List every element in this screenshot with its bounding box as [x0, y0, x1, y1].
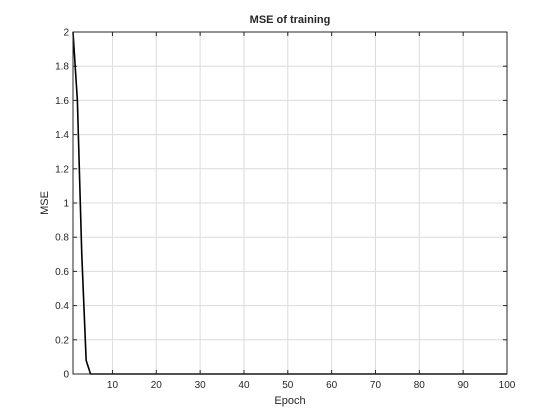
y-tick-label: 0.6 — [55, 267, 69, 278]
y-tick-label: 0.2 — [55, 335, 69, 346]
y-axis-label: MSE — [39, 191, 51, 215]
x-tick-label: 50 — [282, 380, 294, 391]
x-tick-label: 80 — [414, 380, 426, 391]
y-tick-label: 0 — [63, 370, 69, 381]
x-tick-label: 30 — [195, 380, 207, 391]
chart-title: MSE of training — [250, 14, 331, 26]
y-tick-label: 1.4 — [55, 130, 69, 141]
y-tick-label: 0.8 — [55, 233, 69, 244]
x-tick-label: 60 — [326, 380, 338, 391]
x-tick-label: 70 — [370, 380, 382, 391]
tick-labels: 10 20 30 40 50 60 70 80 90 100 0 0.2 0.4 0.6 0.8 1 1.2 1.… — [55, 28, 516, 392]
x-tick-label: 40 — [238, 380, 250, 391]
x-tick-label: 100 — [499, 380, 516, 391]
y-tick-label: 2 — [63, 28, 69, 39]
plot-border — [72, 31, 508, 375]
x-tick-label: 90 — [458, 380, 470, 391]
y-tick-label: 1.6 — [55, 96, 69, 107]
x-axis-label: Epoch — [274, 395, 305, 407]
x-tick-label: 20 — [151, 380, 163, 391]
y-tick-label: 0.4 — [55, 301, 69, 312]
y-tick-label: 1.2 — [55, 164, 69, 175]
y-tick-label: 1 — [63, 199, 69, 210]
y-tick-label: 1.8 — [55, 62, 69, 73]
x-tick-label: 10 — [107, 380, 119, 391]
